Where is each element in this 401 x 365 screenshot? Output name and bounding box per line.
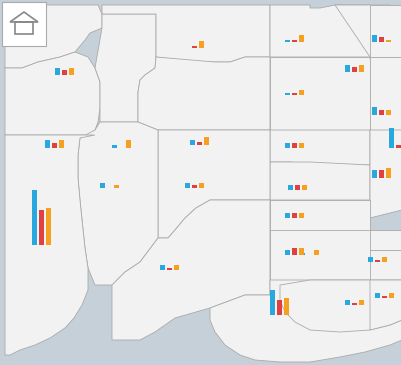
Bar bbox=[204, 138, 209, 145]
Bar bbox=[114, 185, 119, 188]
Bar bbox=[292, 143, 297, 148]
Bar bbox=[126, 141, 131, 148]
Bar bbox=[277, 300, 282, 315]
Bar bbox=[302, 185, 307, 190]
Polygon shape bbox=[369, 280, 401, 330]
Polygon shape bbox=[369, 57, 401, 130]
Bar bbox=[288, 185, 293, 190]
Polygon shape bbox=[279, 280, 401, 332]
Bar bbox=[358, 65, 364, 72]
Bar bbox=[372, 108, 377, 115]
Polygon shape bbox=[158, 130, 269, 238]
Bar bbox=[381, 296, 387, 298]
Bar bbox=[285, 250, 290, 255]
Bar bbox=[379, 170, 383, 178]
Bar bbox=[285, 39, 290, 42]
Polygon shape bbox=[269, 162, 369, 200]
Bar bbox=[389, 293, 393, 298]
Bar bbox=[314, 250, 319, 255]
Bar bbox=[299, 35, 304, 42]
Bar bbox=[185, 183, 190, 188]
Bar bbox=[389, 128, 393, 148]
Polygon shape bbox=[369, 5, 401, 57]
Bar bbox=[385, 39, 391, 42]
Polygon shape bbox=[369, 130, 401, 218]
Bar bbox=[358, 300, 364, 305]
Polygon shape bbox=[269, 57, 369, 130]
Bar bbox=[15, 22, 33, 34]
Bar bbox=[190, 140, 195, 145]
Polygon shape bbox=[95, 14, 156, 122]
Polygon shape bbox=[269, 130, 369, 165]
Bar bbox=[379, 37, 383, 42]
Bar bbox=[372, 35, 377, 42]
Polygon shape bbox=[5, 52, 100, 135]
Bar bbox=[372, 170, 377, 178]
Bar bbox=[2, 2, 46, 46]
Bar bbox=[69, 68, 74, 75]
Polygon shape bbox=[269, 200, 401, 295]
Bar bbox=[270, 290, 275, 315]
Bar bbox=[375, 293, 380, 298]
Bar bbox=[344, 65, 350, 72]
Bar bbox=[167, 268, 172, 270]
Bar bbox=[39, 210, 45, 245]
Bar bbox=[375, 260, 380, 262]
Bar bbox=[62, 70, 67, 75]
Bar bbox=[292, 247, 297, 255]
Bar bbox=[112, 146, 117, 148]
Bar bbox=[352, 67, 356, 72]
Bar bbox=[199, 41, 204, 48]
Polygon shape bbox=[78, 122, 158, 285]
Bar bbox=[53, 143, 57, 148]
Bar bbox=[368, 257, 373, 262]
Bar bbox=[199, 183, 204, 188]
Polygon shape bbox=[209, 280, 401, 362]
Polygon shape bbox=[269, 200, 369, 230]
Bar bbox=[299, 143, 304, 148]
Bar bbox=[379, 110, 383, 115]
Polygon shape bbox=[138, 57, 269, 130]
Bar bbox=[285, 92, 290, 95]
Bar bbox=[45, 141, 51, 148]
Polygon shape bbox=[102, 5, 269, 62]
Polygon shape bbox=[369, 250, 401, 280]
Polygon shape bbox=[269, 230, 401, 280]
Bar bbox=[292, 39, 297, 42]
Polygon shape bbox=[5, 135, 95, 355]
Polygon shape bbox=[112, 200, 269, 340]
Bar bbox=[295, 185, 300, 190]
Polygon shape bbox=[5, 5, 102, 68]
Bar bbox=[100, 183, 105, 188]
Bar bbox=[32, 190, 37, 245]
Bar bbox=[299, 247, 304, 255]
Polygon shape bbox=[269, 5, 369, 57]
Bar bbox=[344, 300, 350, 305]
Bar bbox=[299, 90, 304, 95]
Bar bbox=[192, 46, 197, 48]
Bar bbox=[299, 213, 304, 218]
Bar bbox=[284, 297, 289, 315]
Bar bbox=[381, 257, 387, 262]
Bar bbox=[285, 143, 290, 148]
Bar bbox=[385, 168, 391, 178]
Bar bbox=[285, 213, 290, 218]
Bar bbox=[385, 110, 391, 115]
Bar bbox=[192, 185, 197, 188]
Bar bbox=[292, 92, 297, 95]
Bar bbox=[174, 265, 179, 270]
Bar bbox=[47, 207, 51, 245]
Bar bbox=[160, 265, 165, 270]
Bar bbox=[59, 141, 64, 148]
Bar bbox=[292, 213, 297, 218]
Bar bbox=[55, 68, 60, 75]
Bar bbox=[352, 303, 356, 305]
Bar bbox=[395, 146, 401, 148]
Bar bbox=[197, 142, 202, 145]
Bar bbox=[300, 253, 305, 255]
Polygon shape bbox=[334, 5, 401, 100]
